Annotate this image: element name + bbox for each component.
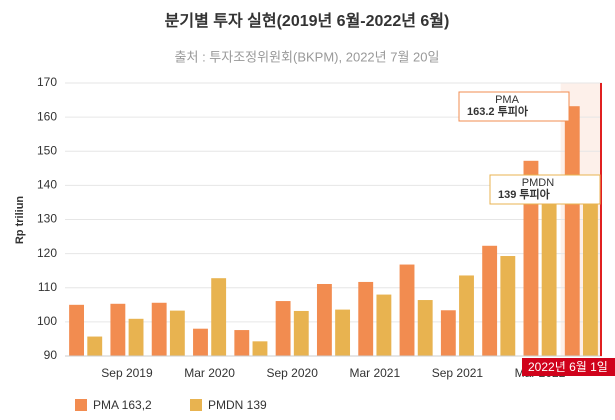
x-tick-label: Sep 2021 — [432, 366, 484, 380]
tooltip-value: 139 투피아 — [498, 187, 551, 201]
bar — [335, 309, 351, 356]
bar — [316, 283, 332, 356]
tooltip-series: PMDN — [522, 177, 554, 189]
bar — [376, 294, 392, 356]
tooltip-value: 163.2 투피아 — [467, 104, 529, 118]
crosshair-label: 2022년 6월 1일 — [528, 360, 608, 374]
bar — [582, 188, 598, 356]
chart-title: 분기별 투자 실현(2019년 6월-2022년 6월) — [165, 11, 450, 30]
y-tick-label: 160 — [37, 109, 57, 123]
bar — [87, 336, 103, 356]
bar — [541, 202, 557, 356]
y-tick-label: 90 — [44, 348, 58, 362]
bar — [417, 300, 433, 356]
x-tick-label: Sep 2020 — [266, 366, 318, 380]
x-tick-label: Sep 2019 — [101, 366, 153, 380]
bar — [440, 310, 456, 356]
y-tick-label: 120 — [37, 246, 57, 260]
tooltip-box — [489, 174, 601, 205]
bar — [169, 310, 185, 356]
y-tick-label: 130 — [37, 212, 57, 226]
y-tick-label: 150 — [37, 143, 57, 157]
legend-label: PMA 163,2 — [93, 398, 152, 412]
bar — [211, 278, 227, 356]
bar — [564, 106, 580, 356]
x-tick-label: Mar 2020 — [184, 366, 235, 380]
y-tick-label: 110 — [38, 280, 57, 294]
bar — [128, 318, 144, 356]
bar — [500, 256, 516, 356]
bar — [69, 304, 85, 356]
y-tick-label: 100 — [37, 314, 57, 328]
bar — [234, 330, 250, 356]
crosshair-label-box — [522, 358, 615, 376]
bar — [482, 245, 498, 356]
tooltip-box — [458, 91, 570, 122]
legend-swatch — [190, 399, 202, 411]
legend-label: PMDN 139 — [208, 398, 267, 412]
bar — [110, 303, 126, 356]
bar — [358, 281, 374, 356]
bar — [252, 341, 268, 356]
y-axis-label: Rp triliun — [14, 196, 26, 245]
bar — [293, 310, 309, 356]
bar — [275, 301, 291, 356]
y-tick-label: 170 — [37, 75, 57, 89]
bar — [151, 302, 167, 356]
bar — [459, 275, 474, 356]
x-tick-label: Mar 2021 — [349, 366, 400, 380]
chart-subtitle: 출처 : 투자조정위원회(BKPM), 2022년 7월 20일 — [175, 49, 440, 64]
legend-swatch — [75, 399, 87, 411]
tooltip-series: PMA — [495, 94, 520, 106]
bar — [399, 264, 415, 356]
y-tick-label: 140 — [37, 178, 57, 192]
bar — [523, 160, 539, 356]
bar — [193, 328, 208, 356]
